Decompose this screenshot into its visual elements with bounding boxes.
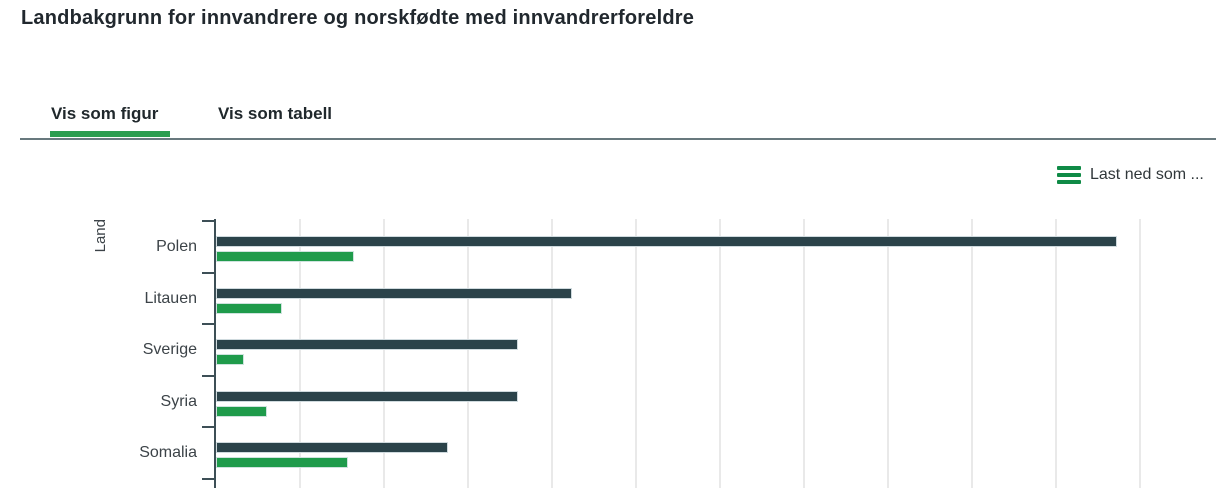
axis-tick [202, 323, 214, 325]
gridline [467, 219, 469, 488]
gridline [383, 219, 385, 488]
gridline [971, 219, 973, 488]
active-tab-indicator [50, 131, 170, 137]
download-label: Last ned som ... [1090, 166, 1204, 183]
bar-green[interactable] [216, 406, 267, 417]
tabs-divider [20, 138, 1216, 140]
gridline [1139, 219, 1141, 488]
bar-dark[interactable] [216, 391, 518, 402]
gridline [551, 219, 553, 488]
bar-green[interactable] [216, 457, 348, 468]
y-axis-line [214, 219, 216, 488]
axis-tick [202, 272, 214, 274]
bar-green[interactable] [216, 303, 282, 314]
category-label: Somalia [139, 444, 197, 461]
category-label: Litauen [144, 290, 198, 307]
hamburger-menu-icon [1057, 166, 1081, 184]
tab-vis-som-tabell[interactable]: Vis som tabell [218, 104, 333, 123]
gridline [719, 219, 721, 488]
gridline [635, 219, 637, 488]
gridline [1055, 219, 1057, 488]
axis-tick [202, 375, 214, 377]
bar-dark[interactable] [216, 236, 1117, 247]
axis-tick [202, 478, 214, 480]
bar-green[interactable] [216, 354, 244, 365]
axis-tick [202, 426, 214, 428]
bar-dark[interactable] [216, 339, 518, 350]
bar-green[interactable] [216, 251, 354, 262]
category-label: Polen [156, 238, 197, 255]
tab-vis-som-figur[interactable]: Vis som figur [51, 104, 159, 123]
download-button[interactable]: Last ned som ... [1057, 166, 1204, 184]
page-title: Landbakgrunn for innvandrere og norskfød… [21, 7, 695, 29]
category-label: Syria [160, 393, 197, 410]
bar-dark[interactable] [216, 288, 572, 299]
axis-tick [202, 220, 214, 222]
gridline [803, 219, 805, 488]
gridline [887, 219, 889, 488]
bar-dark[interactable] [216, 442, 448, 453]
gridline [299, 219, 301, 488]
category-label: Sverige [142, 341, 197, 358]
